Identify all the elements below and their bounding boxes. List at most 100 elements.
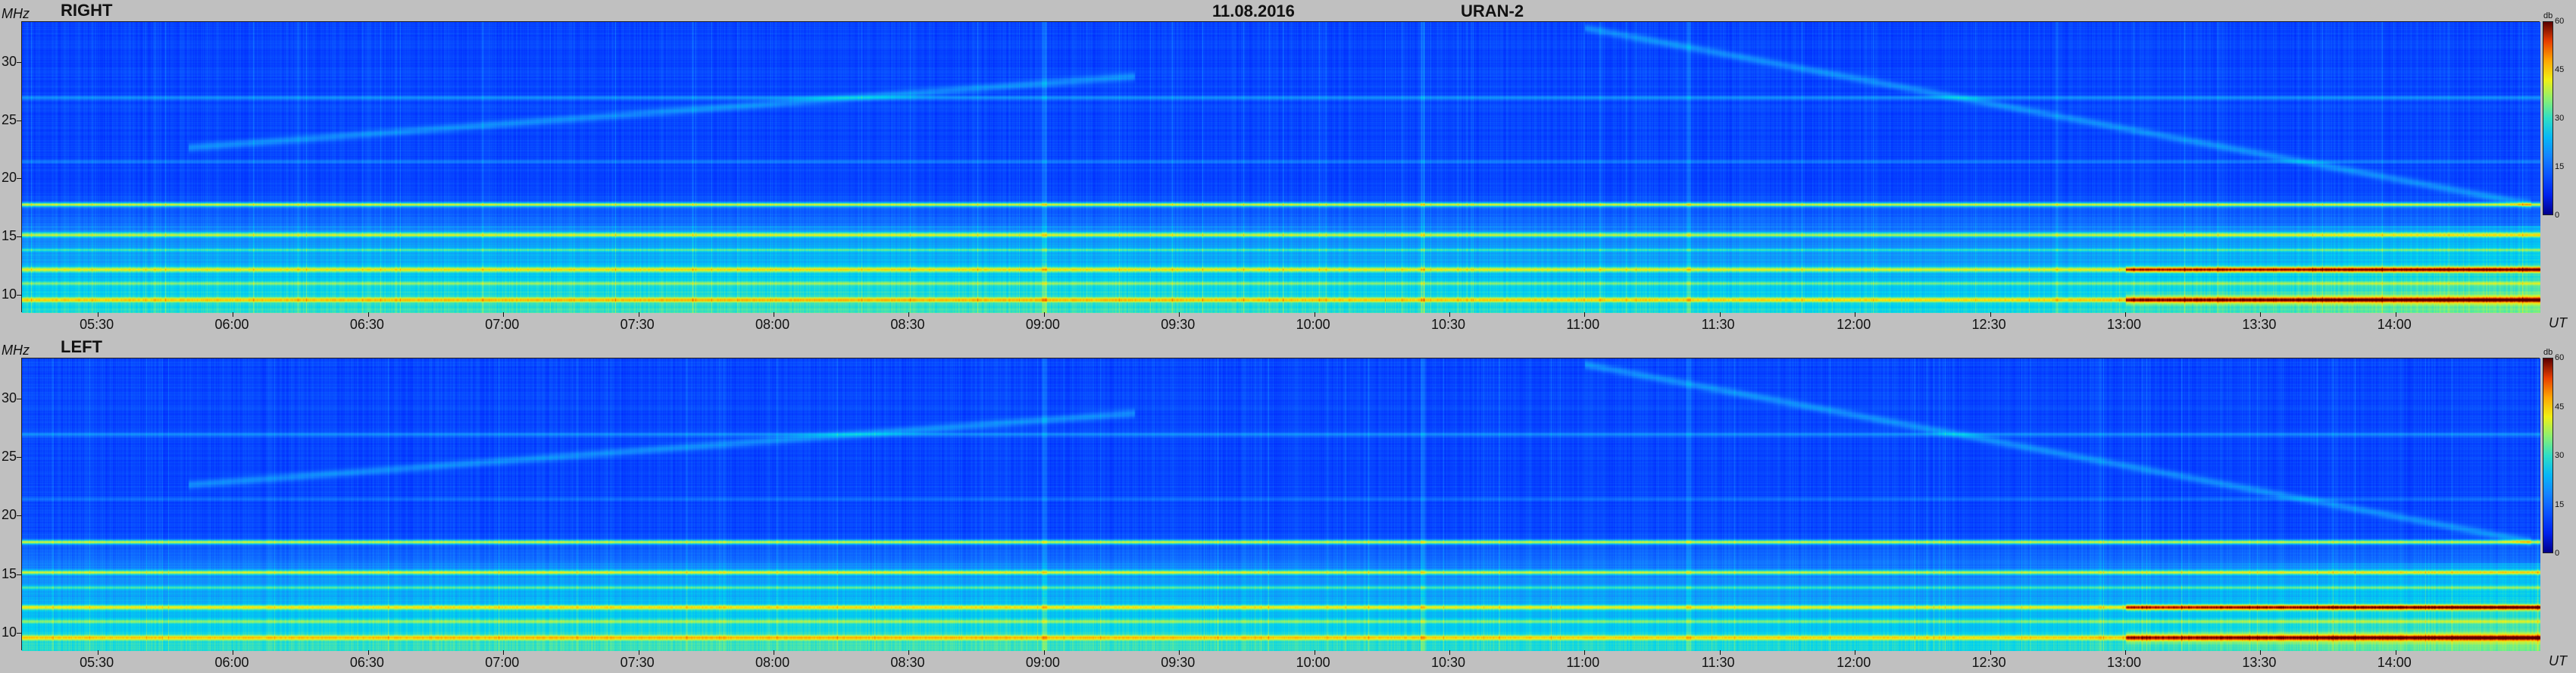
right-x-tick-label: 12:30 [1971,317,2006,332]
right-x-tick-mark [1584,312,1586,317]
left-x-tick-mark [367,650,369,655]
left-x-unit-label: UT [2549,653,2567,668]
left-y-tick-mark [17,457,21,459]
left-x-tick-label: 11:30 [1701,655,1735,670]
left-y-tick-mark [17,574,21,575]
left-x-tick-label: 12:30 [1971,655,2006,670]
left-x-tick-label: 10:00 [1296,655,1330,670]
left-x-tick-label: 08:30 [890,655,925,670]
left-x-tick-label: 07:30 [620,655,655,670]
right-x-tick-label: 08:00 [755,317,790,332]
left-x-tick-mark [1990,650,1991,655]
right-x-unit-label: UT [2549,315,2567,330]
right-x-tick-mark [1990,312,1991,317]
left-y-unit-label: MHz [2,343,30,358]
left-x-tick-mark [503,650,505,655]
left-colorbar-tick-label: 15 [2555,499,2565,509]
right-y-tick-label: 25 [2,111,17,127]
right-x-tick-mark [503,312,505,317]
left-panel-title: LEFT [61,337,102,356]
right-x-tick-label: 07:30 [620,317,655,332]
left-x-tick-label: 05:30 [80,655,114,670]
left-x-tick-mark [2260,650,2262,655]
left-x-tick-mark [2124,650,2126,655]
right-colorbar-tick-label: 15 [2555,162,2565,171]
left-x-tick-label: 13:00 [2106,655,2141,670]
right-colorbar-tick-label: 0 [2555,211,2560,220]
left-y-tick-mark [17,515,21,517]
left-y-tick-label: 10 [2,624,17,640]
left-x-tick-label: 13:30 [2242,655,2277,670]
right-y-tick-label: 30 [2,53,17,69]
right-x-tick-label: 09:00 [1025,317,1060,332]
right-x-tick-mark [2124,312,2126,317]
left-x-tick-mark [1043,650,1045,655]
left-x-tick-label: 09:00 [1025,655,1060,670]
left-colorbar-tick-label: 0 [2555,549,2560,558]
right-x-tick-mark [1043,312,1045,317]
right-y-tick-mark [17,294,21,296]
right-x-tick-label: 06:30 [349,317,384,332]
right-x-tick-mark [1719,312,1721,317]
right-x-tick-mark [1449,312,1450,317]
left-x-tick-label: 07:00 [485,655,520,670]
left-x-tick-label: 12:00 [1837,655,1871,670]
right-x-tick-label: 10:00 [1296,317,1330,332]
station-label: URAN-2 [1461,2,1524,20]
right-y-unit-label: MHz [2,6,30,21]
left-x-tick-mark [1179,650,1180,655]
right-x-tick-mark [367,312,369,317]
right-heatmap-canvas [22,22,2540,313]
right-x-tick-label: 13:30 [2242,317,2277,332]
right-spectrogram-plot [21,21,2540,313]
right-y-tick-mark [17,236,21,238]
left-x-tick-mark [908,650,910,655]
right-x-tick-mark [2260,312,2262,317]
right-colorbar-unit: db [2543,11,2553,20]
left-x-tick-label: 10:30 [1430,655,1466,670]
left-x-tick-label: 14:00 [2377,655,2412,670]
left-x-tick-label: 09:30 [1161,655,1196,670]
date-label: 11.08.2016 [1212,2,1295,20]
right-x-tick-label: 14:00 [2377,317,2412,332]
left-colorbar-tick-label: 30 [2555,451,2565,460]
right-y-tick-label: 10 [2,286,17,302]
right-x-tick-label: 09:30 [1161,317,1196,332]
right-y-tick-label: 15 [2,228,17,244]
left-heatmap-canvas [22,358,2540,651]
left-y-tick-label: 20 [2,507,17,523]
right-y-tick-label: 20 [2,170,17,186]
right-y-tick-mark [17,178,21,180]
left-x-tick-label: 06:30 [349,655,384,670]
right-x-tick-mark [908,312,910,317]
right-x-tick-label: 07:00 [485,317,520,332]
left-x-tick-mark [1719,650,1721,655]
left-colorbar [2543,358,2553,553]
left-y-tick-label: 30 [2,390,17,406]
left-x-tick-label: 08:00 [755,655,790,670]
right-x-tick-label: 06:00 [214,317,249,332]
right-colorbar-tick-label: 30 [2555,114,2565,123]
right-x-tick-label: 11:30 [1701,317,1735,332]
left-y-tick-label: 15 [2,565,17,581]
right-x-tick-label: 05:30 [80,317,114,332]
right-y-tick-mark [17,61,21,63]
right-x-tick-label: 11:00 [1566,317,1600,332]
right-x-tick-label: 10:30 [1430,317,1466,332]
left-spectrogram-plot [21,358,2540,651]
left-colorbar-tick-label: 45 [2555,402,2565,412]
right-colorbar [2543,21,2553,215]
right-panel-title: RIGHT [61,1,113,20]
left-x-tick-label: 11:00 [1566,655,1600,670]
left-x-tick-label: 06:00 [214,655,249,670]
right-x-tick-label: 13:00 [2106,317,2141,332]
left-y-tick-mark [17,632,21,634]
left-x-tick-mark [1449,650,1450,655]
left-x-tick-mark [1584,650,1586,655]
left-colorbar-tick-label: 60 [2555,353,2565,362]
right-x-tick-label: 08:30 [890,317,925,332]
right-colorbar-tick-label: 60 [2555,17,2565,26]
left-colorbar-unit: db [2543,348,2553,357]
right-x-tick-mark [1179,312,1180,317]
left-y-tick-label: 25 [2,449,17,465]
